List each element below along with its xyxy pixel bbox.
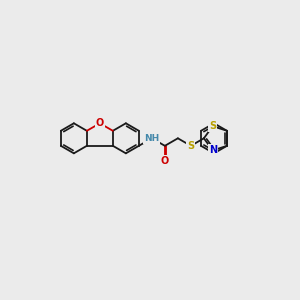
- Text: NH: NH: [144, 134, 160, 143]
- Text: S: S: [209, 121, 216, 131]
- Text: O: O: [161, 156, 169, 166]
- Text: N: N: [208, 146, 217, 155]
- Text: S: S: [187, 141, 194, 151]
- Text: O: O: [96, 118, 104, 128]
